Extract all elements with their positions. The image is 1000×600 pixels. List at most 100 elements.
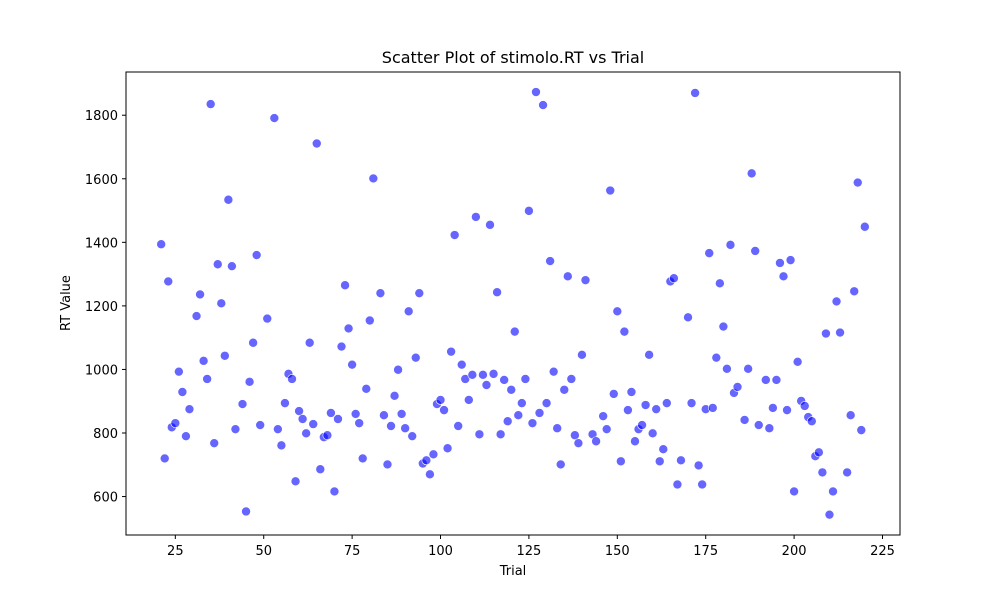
point: [170, 418, 181, 428]
point: [601, 424, 612, 434]
point: [343, 323, 354, 334]
point: [860, 221, 870, 232]
point: [177, 387, 188, 397]
point: [442, 443, 453, 454]
point: [782, 405, 792, 415]
point: [209, 438, 220, 448]
point: [580, 275, 591, 285]
point: [174, 366, 184, 377]
point: [354, 418, 364, 428]
point: [573, 438, 584, 448]
point: [227, 261, 237, 271]
point: [460, 374, 471, 384]
point: [534, 408, 545, 418]
point: [527, 418, 538, 428]
point: [290, 476, 301, 487]
point: [297, 414, 308, 424]
x-tick-label: 25: [167, 544, 184, 559]
point: [499, 375, 509, 385]
point: [467, 370, 478, 380]
point: [191, 311, 202, 321]
point: [410, 352, 421, 363]
point: [598, 411, 608, 421]
point: [616, 456, 626, 467]
point: [704, 248, 715, 258]
point: [538, 100, 548, 110]
point: [541, 398, 552, 408]
point: [693, 460, 704, 471]
point: [697, 479, 707, 490]
point: [294, 406, 304, 416]
point: [817, 467, 828, 478]
point: [382, 459, 393, 470]
point: [768, 403, 778, 413]
point: [605, 185, 616, 196]
point: [471, 212, 481, 222]
point: [340, 280, 350, 291]
point: [683, 312, 693, 323]
point: [159, 453, 170, 464]
x-tick-label: 175: [693, 544, 718, 559]
point: [662, 398, 672, 408]
point: [322, 430, 333, 441]
point: [686, 398, 697, 408]
y-tick-label: 1200: [85, 300, 118, 315]
point: [453, 421, 463, 431]
point: [361, 384, 372, 394]
point: [690, 88, 700, 98]
point: [707, 403, 718, 413]
point: [304, 337, 315, 348]
point: [326, 408, 336, 418]
point: [350, 409, 361, 419]
point: [502, 416, 513, 427]
point: [386, 421, 396, 431]
point: [163, 276, 174, 287]
point: [555, 459, 566, 470]
point: [715, 278, 725, 289]
point: [739, 415, 750, 425]
point: [619, 326, 630, 337]
point: [425, 469, 435, 480]
point: [828, 486, 838, 497]
point: [548, 366, 559, 377]
point: [676, 455, 686, 466]
point: [612, 306, 623, 317]
point: [287, 374, 297, 384]
point: [626, 387, 637, 397]
point: [481, 380, 492, 390]
point: [202, 374, 212, 384]
point: [311, 138, 322, 149]
point: [799, 401, 810, 411]
x-tick-label: 150: [605, 544, 630, 559]
point: [771, 375, 782, 385]
point: [478, 370, 488, 380]
point: [212, 259, 223, 270]
point: [513, 410, 524, 420]
point: [428, 449, 439, 460]
point: [223, 194, 234, 205]
point: [732, 382, 743, 392]
point: [379, 410, 389, 420]
point: [842, 467, 852, 478]
point: [474, 429, 485, 440]
point: [821, 328, 831, 339]
point: [835, 327, 845, 338]
y-tick-label: 1800: [85, 109, 118, 124]
point: [725, 240, 736, 250]
point: [485, 220, 495, 230]
point: [552, 423, 562, 434]
point: [495, 429, 506, 440]
point: [449, 230, 460, 240]
point: [184, 404, 195, 414]
point: [852, 177, 863, 188]
point: [276, 440, 287, 451]
x-tick-label: 200: [782, 544, 807, 559]
point: [570, 430, 580, 441]
point: [640, 400, 651, 410]
point: [775, 258, 785, 268]
point: [623, 405, 633, 415]
chart-title: Scatter Plot of stimolo.RT vs Trial: [382, 48, 644, 67]
point: [789, 486, 799, 497]
